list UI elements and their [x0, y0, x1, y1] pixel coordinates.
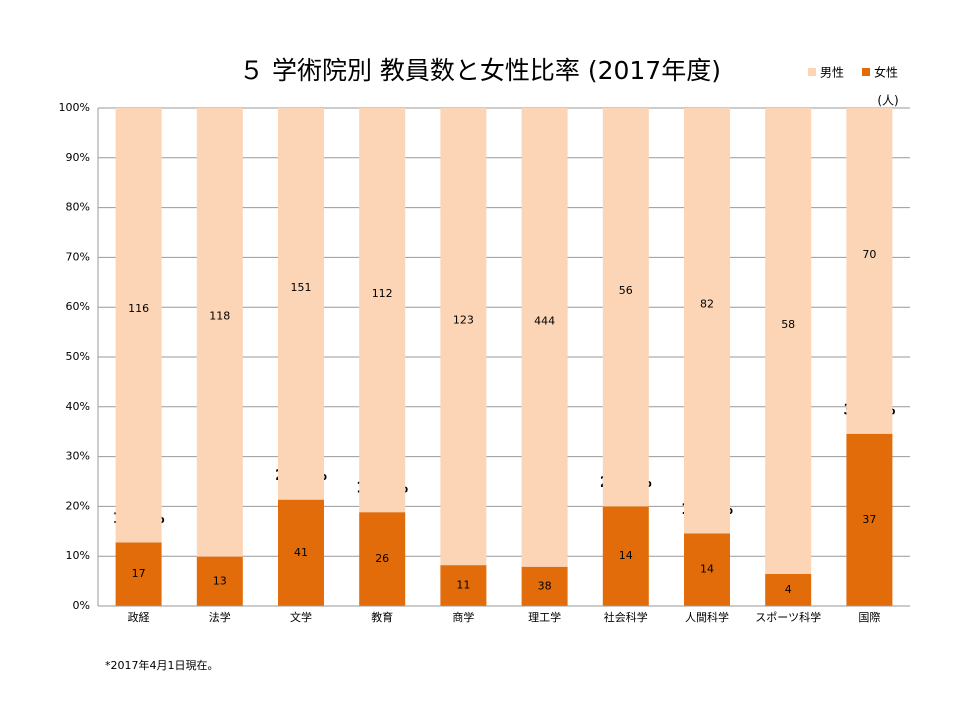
- x-tick-label: 人間科学: [685, 610, 729, 624]
- y-tick-label: 50%: [66, 350, 90, 363]
- segment-label: 13: [213, 574, 227, 587]
- bar-segment: [115, 108, 162, 543]
- y-tick-label: 20%: [66, 499, 90, 512]
- y-tick-label: 30%: [66, 450, 90, 463]
- bar-segment: [602, 506, 649, 606]
- bar-segment: [684, 533, 730, 606]
- segment-label: 14: [700, 563, 714, 576]
- bar-segment: [278, 108, 324, 500]
- segment-label: 70: [862, 248, 876, 261]
- bar-segment: [278, 499, 324, 606]
- segment-label: 41: [294, 546, 308, 559]
- segment-label: 56: [619, 284, 633, 297]
- bar-segment: [115, 542, 162, 606]
- x-tick-label: 文学: [290, 610, 312, 624]
- segment-label: 26: [375, 552, 389, 565]
- segment-label: 112: [372, 287, 393, 300]
- segment-label: 444: [534, 314, 555, 327]
- unit-label: (人): [877, 94, 898, 108]
- bar-segment: [359, 512, 406, 606]
- segment-label: 82: [700, 298, 714, 311]
- bar-segment: [359, 108, 406, 513]
- segment-label: 151: [291, 281, 312, 294]
- x-tick-label: 社会科学: [604, 610, 648, 624]
- y-tick-label: 0%: [73, 599, 90, 612]
- bar-segment: [440, 108, 487, 566]
- x-tick-label: 法学: [209, 610, 231, 624]
- y-tick-label: 60%: [66, 300, 90, 313]
- bar-segment: [196, 556, 243, 606]
- bar-segment: [440, 565, 487, 606]
- footnote: *2017年4月1日現在。: [105, 658, 219, 672]
- y-tick-label: 100%: [59, 101, 90, 114]
- segment-label: 118: [209, 309, 230, 322]
- segment-label: 17: [132, 567, 146, 580]
- x-tick-label: 商学: [452, 610, 474, 624]
- segment-label: 14: [619, 549, 633, 562]
- bar-segment: [765, 108, 812, 574]
- legend-swatch: [862, 68, 870, 76]
- legend-label: 男性: [820, 66, 844, 80]
- x-tick-label: 政経: [128, 610, 150, 624]
- y-tick-label: 90%: [66, 151, 90, 164]
- bar-segment: [521, 108, 568, 567]
- y-tick-label: 40%: [66, 400, 90, 413]
- segment-label: 37: [862, 513, 876, 526]
- y-tick-label: 70%: [66, 250, 90, 263]
- segment-label: 11: [456, 579, 470, 592]
- y-tick-label: 80%: [66, 201, 90, 214]
- x-tick-label: スポーツ科学: [755, 610, 821, 624]
- segment-label: 58: [781, 318, 795, 331]
- bar-segment: [765, 573, 812, 606]
- bar-segment: [684, 108, 730, 534]
- bar-segment: [602, 108, 649, 507]
- legend-label: 女性: [874, 65, 898, 80]
- segment-label: 38: [538, 579, 552, 592]
- legend-swatch: [808, 68, 816, 76]
- segment-label: 4: [785, 583, 792, 596]
- chart-title: ５ 学術院別 教員数と女性比率 (2017年度): [239, 56, 721, 85]
- x-tick-label: 教育: [371, 610, 393, 624]
- x-tick-label: 理工学: [528, 610, 561, 624]
- x-tick-label: 国際: [858, 611, 880, 624]
- bar-segment: [846, 433, 893, 606]
- segment-label: 123: [453, 314, 474, 327]
- y-tick-label: 10%: [66, 549, 90, 562]
- bar-segment: [846, 108, 893, 434]
- bar-segment: [196, 108, 243, 557]
- segment-label: 116: [128, 302, 149, 315]
- bar-segment: [521, 566, 568, 606]
